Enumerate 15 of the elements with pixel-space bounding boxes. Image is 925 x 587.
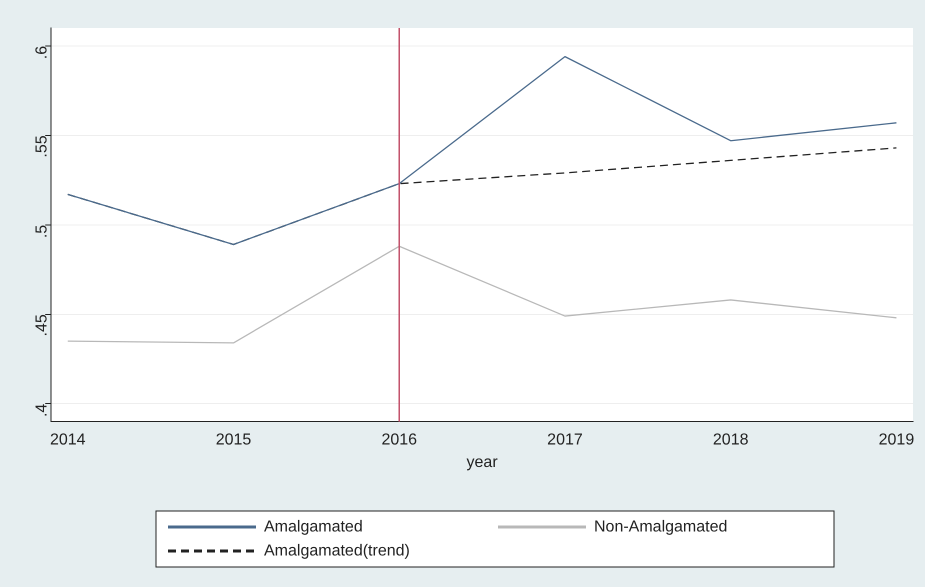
- y-tick-label: .45: [34, 314, 51, 337]
- legend-label: Amalgamated(trend): [264, 542, 410, 560]
- x-axis-title: year: [466, 454, 498, 471]
- x-tick-label: 2018: [712, 432, 749, 449]
- y-tick-label: .4: [34, 404, 51, 418]
- legend-label: Amalgamated: [264, 518, 363, 536]
- y-tick-label: .6: [34, 46, 51, 60]
- x-tick-label: 2016: [381, 432, 418, 449]
- x-tick-label: 2015: [216, 432, 252, 449]
- y-tick-label: .5: [34, 224, 51, 238]
- x-tick-label: 2017: [547, 432, 583, 449]
- y-tick-label: .55: [34, 135, 51, 158]
- legend-label: Non-Amalgamated: [594, 518, 728, 536]
- x-tick-label: 2019: [878, 432, 914, 449]
- x-tick-label: 2014: [50, 432, 86, 449]
